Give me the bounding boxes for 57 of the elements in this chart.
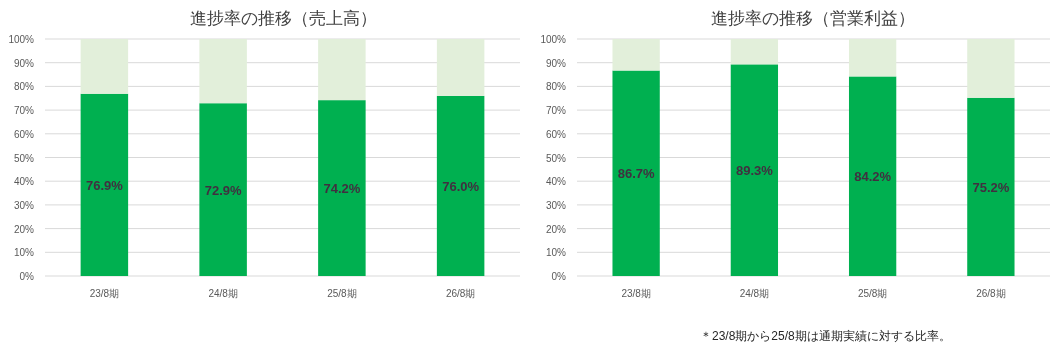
bar (80, 39, 129, 94)
bar (436, 95, 485, 276)
y-tick-label: 10% (545, 247, 567, 259)
bar (730, 64, 779, 276)
bar (199, 103, 247, 276)
bar (612, 70, 660, 276)
data-label: 89.3% (735, 163, 774, 179)
x-tick-label: 23/8期 (621, 288, 651, 299)
y-tick-label: 70% (13, 105, 35, 117)
data-label: 75.2% (972, 179, 1010, 195)
data-label: 72.9% (204, 182, 242, 198)
y-tick-label: 0% (19, 271, 35, 282)
x-tick-label: 25/8期 (327, 288, 357, 299)
bar (80, 93, 129, 276)
bar (318, 39, 366, 101)
y-tick-label: 20% (13, 223, 35, 235)
text: ＊23/8期から25/8期は通期実績に対する比率。 (700, 329, 951, 343)
data-label: 76.0% (442, 178, 480, 194)
y-tick-label: 100% (540, 34, 567, 45)
y-tick-label: 50% (545, 152, 567, 164)
bar (436, 39, 485, 96)
x-tick-label: 26/8期 (976, 288, 1006, 299)
bar (199, 39, 247, 104)
x-tick-label: 24/8期 (208, 288, 238, 299)
y-tick-label: 10% (13, 247, 35, 259)
data-label: 76.9% (85, 177, 124, 193)
chart-title: 進捗率の推移（営業利益） (711, 9, 915, 28)
bar (967, 39, 1015, 98)
chart-title: 進捗率の推移（売上高） (189, 9, 377, 28)
y-tick-label: 50% (13, 152, 35, 164)
data-label: 86.7% (617, 166, 655, 182)
bar (318, 100, 366, 276)
y-tick-label: 30% (545, 199, 567, 211)
y-tick-label: 80% (545, 81, 567, 93)
data-label: 74.2% (323, 181, 361, 197)
x-tick-label: 23/8期 (89, 288, 120, 299)
y-tick-label: 90% (545, 57, 567, 69)
y-tick-label: 30% (13, 199, 35, 211)
y-tick-label: 70% (545, 105, 567, 117)
y-tick-label: 60% (13, 128, 35, 140)
y-tick-label: 20% (545, 223, 567, 235)
bar (612, 39, 660, 71)
bar (967, 97, 1015, 276)
y-tick-label: 40% (13, 176, 35, 188)
bar (848, 39, 897, 77)
y-tick-label: 100% (8, 34, 35, 45)
y-tick-label: 80% (13, 81, 35, 93)
bar (848, 76, 897, 276)
data-label: 84.2% (854, 169, 892, 185)
y-tick-label: 90% (13, 57, 35, 69)
y-tick-label: 40% (545, 176, 567, 188)
y-tick-label: 0% (551, 271, 567, 282)
y-tick-label: 60% (545, 128, 567, 140)
x-tick-label: 25/8期 (857, 288, 888, 299)
x-tick-label: 26/8期 (445, 288, 476, 299)
x-tick-label: 24/8期 (739, 288, 770, 299)
bar (730, 39, 779, 65)
